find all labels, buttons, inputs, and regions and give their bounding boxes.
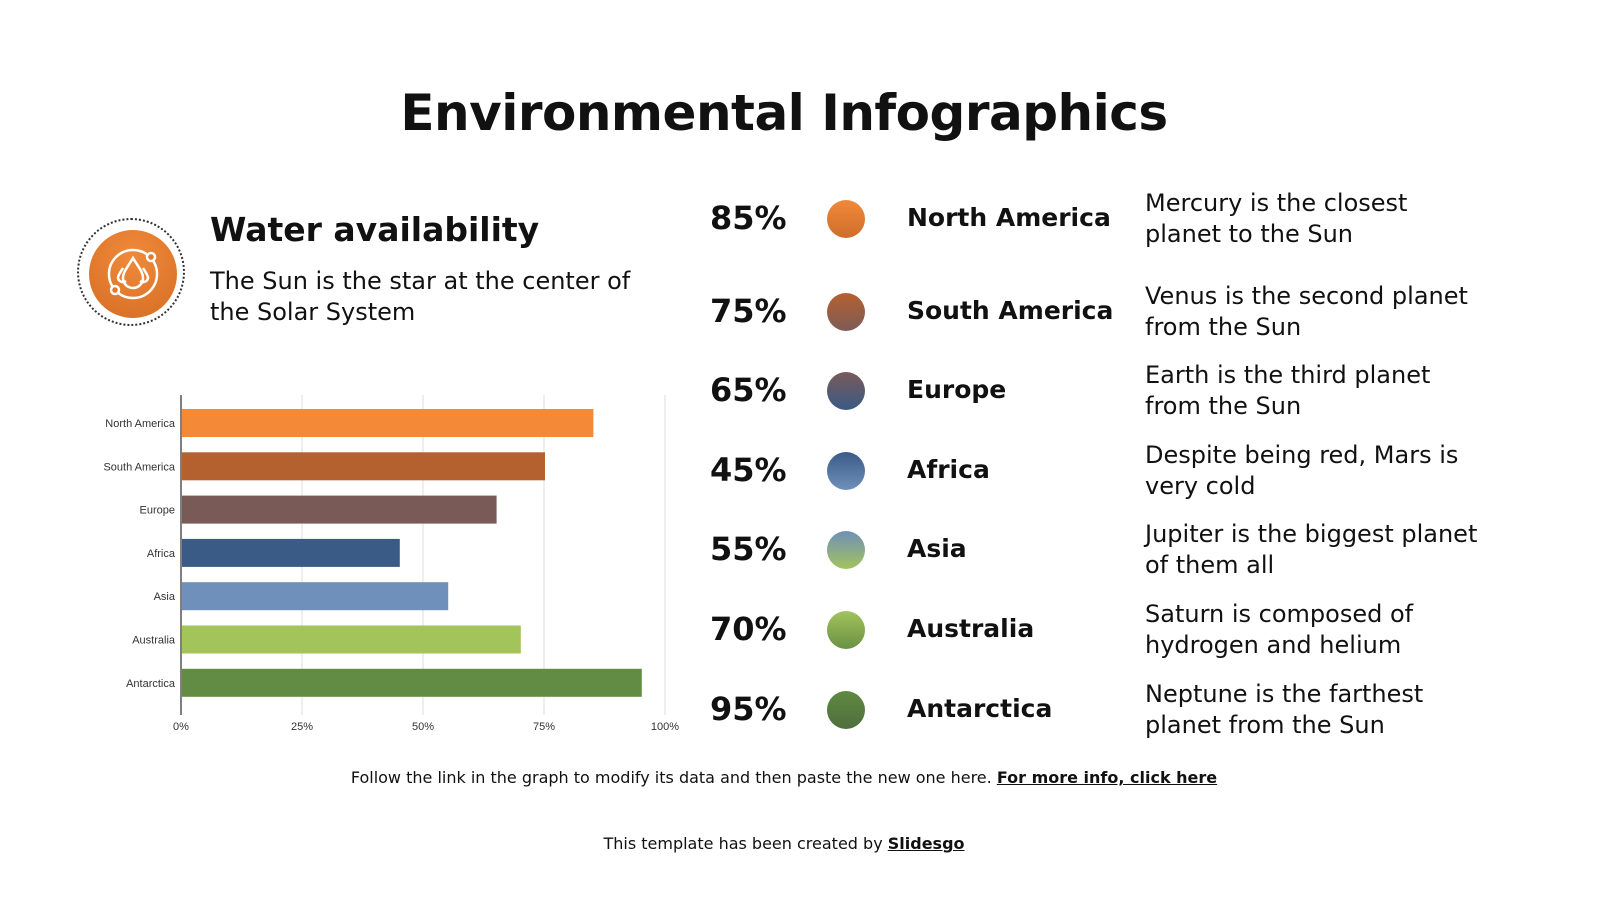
bar[interactable] xyxy=(182,668,642,697)
region-description: Saturn is composed of hydrogen and heliu… xyxy=(1145,600,1414,659)
region-description: Neptune is the farthest planet from the … xyxy=(1145,680,1424,739)
percent-value: 85% xyxy=(710,199,787,237)
credit-note: This template has been created by Slides… xyxy=(0,834,1568,853)
bar[interactable] xyxy=(182,582,449,611)
footer-text: Follow the link in the graph to modify i… xyxy=(350,768,997,787)
bar[interactable] xyxy=(182,495,497,524)
region-name: Australia xyxy=(907,614,1035,643)
x-tick-label: 0% xyxy=(173,721,189,733)
percent-value: 70% xyxy=(710,610,787,648)
percent-value: 55% xyxy=(710,530,787,568)
x-tick-label: 75% xyxy=(533,721,555,733)
percent-value: 65% xyxy=(710,371,787,409)
percent-value: 45% xyxy=(710,451,787,489)
region-name: North America xyxy=(907,203,1111,232)
category-label: South America xyxy=(103,461,175,473)
color-dot xyxy=(827,293,865,331)
x-tick-label: 50% xyxy=(412,721,434,733)
x-tick-label: 100% xyxy=(651,721,679,733)
color-dot xyxy=(827,611,865,649)
color-dot xyxy=(827,372,865,410)
section-subtitle: The Sun is the star at the center of the… xyxy=(210,267,631,326)
x-tick-label: 25% xyxy=(291,721,313,733)
color-dot xyxy=(827,452,865,490)
footer-note: Follow the link in the graph to modify i… xyxy=(0,768,1568,787)
bar-chart[interactable]: 0% 25% 50% 75% 100% North America South Americ… xyxy=(80,385,700,745)
more-info-link[interactable]: For more info, click here xyxy=(996,768,1218,787)
slidesgo-link[interactable]: Slidesgo xyxy=(887,834,965,853)
percent-value: 95% xyxy=(710,690,787,728)
region-description: Despite being red, Mars is very cold xyxy=(1145,441,1459,500)
region-description: Earth is the third planet from the Sun xyxy=(1145,361,1431,420)
region-name: Europe xyxy=(907,375,1007,404)
region-name: Asia xyxy=(907,534,967,563)
category-label: North America xyxy=(105,418,176,430)
region-name: South America xyxy=(907,296,1114,325)
region-description: Mercury is the closest planet to the Sun xyxy=(1145,189,1408,248)
category-label: Australia xyxy=(132,635,176,647)
bar[interactable] xyxy=(182,625,521,654)
region-name: Africa xyxy=(907,455,990,484)
color-dot xyxy=(827,691,865,729)
region-name: Antarctica xyxy=(907,694,1053,723)
water-icon-badge xyxy=(77,218,185,326)
bar[interactable] xyxy=(182,409,594,437)
water-drops-icon xyxy=(89,230,177,318)
category-label: Asia xyxy=(154,591,176,603)
region-description: Jupiter is the biggest planet of them al… xyxy=(1145,520,1478,579)
category-label: Europe xyxy=(140,505,175,517)
percent-value: 75% xyxy=(710,292,787,330)
bar[interactable] xyxy=(182,538,400,567)
region-description: Venus is the second planet from the Sun xyxy=(1145,282,1468,341)
section-heading: Water availability xyxy=(210,210,540,249)
color-dot xyxy=(827,200,865,238)
page-title: Environmental Infographics xyxy=(400,84,1168,142)
category-label: Antarctica xyxy=(126,678,176,690)
bar[interactable] xyxy=(182,452,545,481)
category-label: Africa xyxy=(147,548,176,560)
color-dot xyxy=(827,531,865,569)
credit-text: This template has been created by xyxy=(603,834,888,853)
